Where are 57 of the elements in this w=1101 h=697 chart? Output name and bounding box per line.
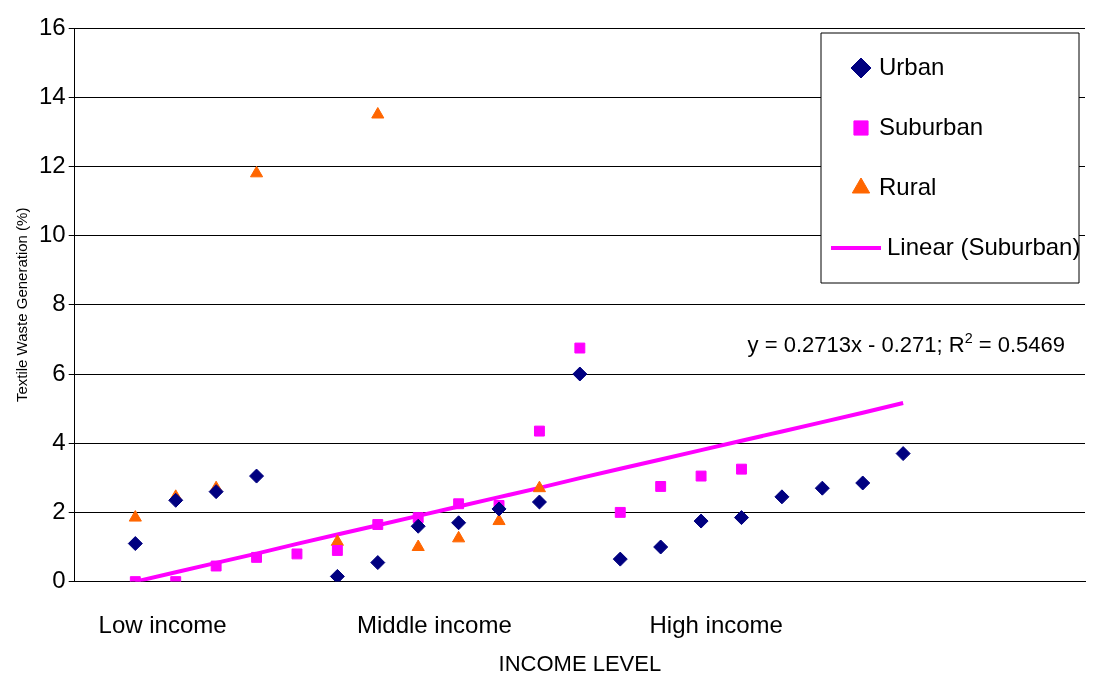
point [614, 506, 626, 518]
point [251, 551, 262, 563]
point [452, 530, 466, 543]
point [128, 510, 142, 522]
legend-label: Linear (Suburban) [887, 232, 1081, 260]
legend-label: Rural [879, 172, 937, 200]
point [330, 534, 344, 546]
y-tick-label: 16 [38, 12, 66, 40]
point [572, 366, 588, 382]
point [734, 510, 749, 526]
legend-label: Suburban [879, 112, 984, 140]
point [210, 560, 222, 572]
point [127, 536, 143, 552]
point [331, 545, 343, 556]
point [410, 518, 426, 534]
legend-label: Urban [879, 52, 945, 80]
point [491, 501, 507, 517]
point [532, 480, 546, 493]
x-axis-title: INCOME LEVEL [498, 650, 662, 676]
point [695, 470, 707, 482]
y-tick-label: 2 [52, 497, 66, 525]
point [329, 568, 345, 582]
point [249, 165, 264, 178]
y-tick-label: 8 [52, 289, 66, 317]
text: Low income [98, 611, 227, 639]
y-axis-title: Textile Waste Generation (%) [13, 207, 31, 403]
point [453, 498, 465, 510]
point [249, 468, 265, 484]
point [451, 515, 467, 531]
point [895, 446, 911, 462]
point [533, 425, 545, 437]
point [371, 107, 385, 119]
point [208, 484, 224, 500]
y-tick-label: 4 [52, 427, 66, 455]
point [574, 342, 586, 354]
point [855, 475, 871, 491]
point [492, 513, 506, 526]
y-tick-label: 0 [52, 566, 66, 594]
y-tick-label: 6 [52, 358, 66, 386]
point [736, 463, 747, 475]
point [655, 481, 667, 492]
point [814, 480, 830, 496]
text: Middle income [357, 611, 512, 639]
point [653, 539, 669, 555]
point [291, 548, 303, 560]
y-tick-label: 14 [38, 81, 66, 109]
point [372, 519, 384, 530]
point [774, 489, 790, 505]
point [612, 551, 628, 567]
y-tick-label: 12 [38, 151, 66, 179]
y-tick-label: 10 [38, 220, 66, 248]
text: High income [649, 611, 783, 639]
point [168, 492, 184, 508]
point [531, 494, 547, 510]
point [370, 555, 386, 571]
point [411, 539, 425, 551]
point [693, 513, 709, 529]
